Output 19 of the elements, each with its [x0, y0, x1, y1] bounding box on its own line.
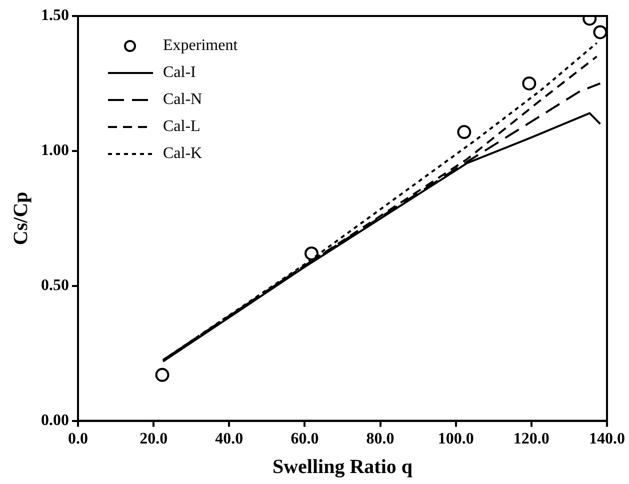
x-tick-label: 140.0 — [589, 430, 625, 448]
x-tick-label: 0.0 — [68, 430, 88, 448]
x-tick-label: 120.0 — [513, 430, 550, 448]
x-axis-title: Swelling Ratio q — [272, 456, 413, 478]
y-axis-title: Cs/Cp — [10, 192, 32, 246]
x-tick-label: 20.0 — [140, 430, 168, 448]
y-tick-label: 1.50 — [41, 7, 69, 24]
x-tick-label: 80.0 — [366, 430, 394, 448]
y-tick-label: 0.00 — [41, 412, 69, 429]
legend-label: Cal-I — [163, 64, 196, 82]
y-tick-label: 1.00 — [41, 142, 69, 160]
y-tick-label: 0.50 — [41, 277, 69, 294]
legend-label: Experiment — [163, 37, 238, 54]
x-tick-label: 40.0 — [215, 430, 244, 448]
x-tick-label: 100.0 — [438, 430, 474, 448]
legend-label: Cal-K — [163, 145, 203, 162]
legend-label: Cal-N — [163, 91, 203, 108]
x-tick-label: 60.0 — [290, 430, 319, 448]
legend-label: Cal-L — [163, 118, 200, 136]
